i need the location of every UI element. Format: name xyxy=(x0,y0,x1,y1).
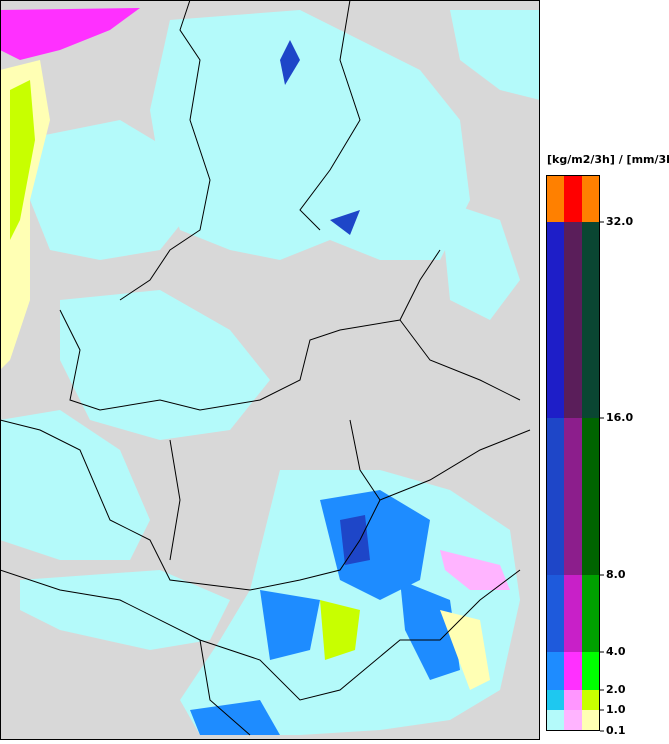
legend-label: 32.0 xyxy=(606,215,633,228)
precip-moderate xyxy=(190,490,460,735)
precip-snow xyxy=(0,8,510,690)
legend-label: 0.1 xyxy=(606,724,626,737)
map xyxy=(0,0,540,740)
borders xyxy=(0,0,531,736)
legend-label: 2.0 xyxy=(606,683,626,696)
legend-swatches xyxy=(546,175,600,731)
legend: [kg/m2/3h] / [mm/3h] 32.0 16.0 8.0 4.0 2.0 1.… xyxy=(546,153,669,737)
precip-heavy xyxy=(280,40,370,565)
legend-label: 16.0 xyxy=(606,411,633,424)
legend-label: 4.0 xyxy=(606,645,626,658)
legend-labels: 32.0 16.0 8.0 4.0 2.0 1.0 0.1 xyxy=(600,215,633,737)
legend-label: 1.0 xyxy=(606,703,626,716)
legend-unit: [kg/m2/3h] / [mm/3h] xyxy=(547,153,669,166)
legend-label: 8.0 xyxy=(606,568,626,581)
